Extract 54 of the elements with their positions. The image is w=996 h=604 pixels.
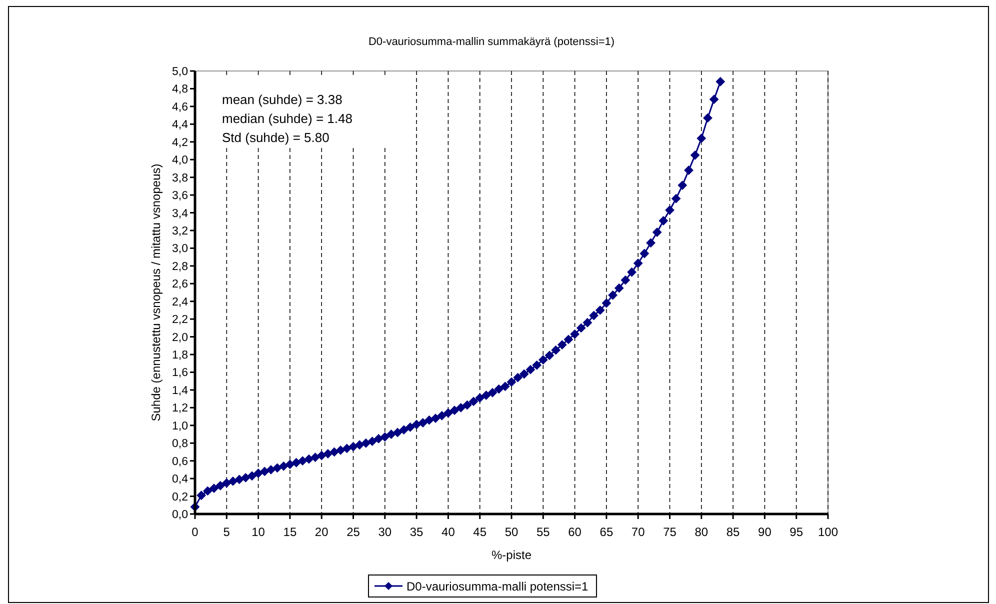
chart-title: D0-vauriosumma-mallin summakäyrä (potenssi=1) [368,36,615,48]
x-tick-label: 80 [694,525,708,539]
legend-label: D0-vauriosumma-malli potenssi=1 [406,580,589,594]
y-tick-label: 3,2 [172,225,188,238]
x-tick-label: 20 [314,525,329,539]
y-tick-label: 2,6 [172,278,188,291]
x-tick-label: 90 [758,525,772,539]
x-tick-label: 0 [192,525,199,539]
y-tick-label: 4,6 [172,101,188,114]
x-tick-label: 30 [378,525,392,539]
y-axis-title: Suhde (ennustettu vsnopeus / mitattu vsnopeus) [149,164,163,422]
y-tick-label: 1,4 [172,384,189,397]
x-axis-title: %-piste [491,548,532,562]
x-tick-label: 35 [410,525,424,539]
y-tick-label: 3,6 [172,190,188,202]
y-tick-label: 1,2 [172,402,188,415]
annotation: Std (suhde) = 5.80 [222,130,330,145]
y-tick-label: 0,2 [172,491,188,504]
y-tick-label: 1,6 [172,367,188,380]
x-tick-label: 15 [283,525,297,539]
y-tick-label: 1,8 [172,350,188,362]
y-tick-label: 0,8 [172,438,188,450]
y-tick-label: 2,8 [172,260,188,273]
x-tick-label: 55 [536,525,550,539]
annotation: mean (suhde) = 3.38 [222,92,342,107]
y-tick-label: 3,8 [172,172,188,184]
x-tick-label: 95 [790,525,804,539]
x-tick-label: 65 [600,525,614,539]
y-tick-label: 2,0 [172,332,188,344]
annotation: median (suhde) = 1.48 [222,111,352,126]
x-tick-label: 5 [223,525,230,539]
x-tick-label: 10 [252,525,266,539]
x-tick-label: 100 [818,525,838,539]
y-tick-label: 2,2 [172,314,188,326]
y-tick-label: 4,4 [172,119,189,132]
y-tick-label: 2,4 [172,296,189,308]
x-tick-label: 70 [631,525,646,539]
y-tick-label: 0,4 [172,474,189,486]
x-tick-label: 45 [473,525,487,539]
y-tick-label: 5,0 [172,66,188,78]
y-tick-label: 0,0 [172,509,188,521]
x-tick-label: 50 [504,525,518,539]
y-tick-label: 3,4 [172,208,189,220]
y-tick-label: 4,2 [172,136,188,149]
x-tick-label: 40 [442,525,456,539]
x-tick-label: 25 [346,525,360,539]
y-tick-label: 1,0 [172,420,188,432]
y-tick-label: 4,0 [172,154,188,167]
y-tick-label: 3,0 [172,243,188,256]
x-tick-label: 85 [726,525,740,539]
x-tick-label: 60 [568,525,582,539]
y-tick-label: 0,6 [172,456,188,468]
y-tick-label: 4,8 [172,84,188,96]
x-tick-label: 75 [663,525,677,539]
